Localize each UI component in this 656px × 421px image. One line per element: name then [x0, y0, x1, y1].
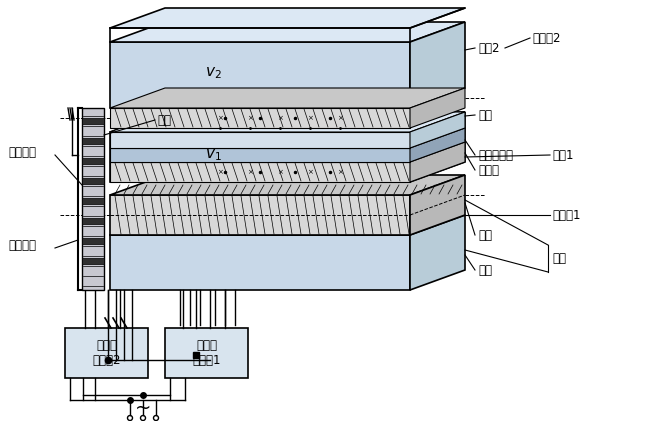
- Polygon shape: [110, 22, 465, 42]
- Text: 定子: 定子: [552, 251, 566, 264]
- Text: ×: ×: [277, 169, 283, 175]
- Polygon shape: [410, 112, 465, 182]
- Text: ×: ×: [337, 169, 343, 175]
- Polygon shape: [65, 328, 148, 378]
- Text: 非导磁材料: 非导磁材料: [478, 149, 513, 162]
- Polygon shape: [110, 142, 465, 162]
- Polygon shape: [82, 218, 104, 224]
- Polygon shape: [82, 158, 104, 164]
- Text: ×: ×: [247, 115, 253, 121]
- Polygon shape: [110, 112, 465, 132]
- Text: ×: ×: [307, 115, 313, 121]
- Polygon shape: [110, 235, 410, 290]
- Text: ×: ×: [337, 115, 343, 121]
- Text: 导电滑轨: 导电滑轨: [8, 146, 36, 158]
- Polygon shape: [110, 132, 410, 182]
- Text: 铁芯: 铁芯: [478, 229, 492, 242]
- Polygon shape: [110, 148, 410, 162]
- Polygon shape: [82, 238, 104, 244]
- Text: 变压变
频电源1: 变压变 频电源1: [192, 339, 221, 367]
- Polygon shape: [82, 138, 104, 144]
- Polygon shape: [410, 215, 465, 290]
- Text: $v_2$: $v_2$: [205, 65, 222, 81]
- Text: ×: ×: [247, 169, 253, 175]
- Text: ×: ×: [277, 115, 283, 121]
- Polygon shape: [82, 108, 104, 290]
- Text: ×: ×: [307, 169, 313, 175]
- Polygon shape: [110, 128, 465, 148]
- Text: ×: ×: [217, 169, 223, 175]
- Polygon shape: [165, 328, 248, 378]
- Text: 电动机2: 电动机2: [532, 32, 560, 45]
- Polygon shape: [110, 108, 410, 128]
- Text: 电动机1: 电动机1: [552, 208, 581, 221]
- Text: 动子1: 动子1: [552, 149, 573, 162]
- Text: ~: ~: [135, 399, 151, 418]
- Text: ×: ×: [217, 115, 223, 121]
- Text: 变压变
频电源2: 变压变 频电源2: [92, 339, 121, 367]
- Text: 动子2: 动子2: [478, 42, 499, 54]
- Polygon shape: [410, 22, 465, 108]
- Text: 铁芯: 铁芯: [478, 109, 492, 122]
- Polygon shape: [82, 118, 104, 124]
- Polygon shape: [110, 88, 465, 108]
- Polygon shape: [410, 175, 465, 235]
- Polygon shape: [410, 112, 465, 148]
- Polygon shape: [82, 198, 104, 204]
- Text: 电刷支架: 电刷支架: [8, 239, 36, 251]
- Polygon shape: [410, 88, 465, 128]
- Text: 金属板: 金属板: [478, 163, 499, 176]
- Polygon shape: [110, 42, 410, 108]
- Polygon shape: [110, 112, 465, 132]
- Polygon shape: [110, 175, 465, 195]
- Polygon shape: [110, 195, 410, 235]
- Text: 电刷: 电刷: [157, 114, 171, 126]
- Polygon shape: [110, 162, 410, 182]
- Polygon shape: [410, 128, 465, 162]
- Polygon shape: [82, 258, 104, 264]
- Text: 基座: 基座: [478, 264, 492, 277]
- Polygon shape: [410, 142, 465, 182]
- Polygon shape: [82, 178, 104, 184]
- Text: $v_1$: $v_1$: [205, 147, 222, 163]
- Polygon shape: [110, 215, 465, 235]
- Polygon shape: [110, 132, 410, 148]
- Polygon shape: [110, 8, 465, 28]
